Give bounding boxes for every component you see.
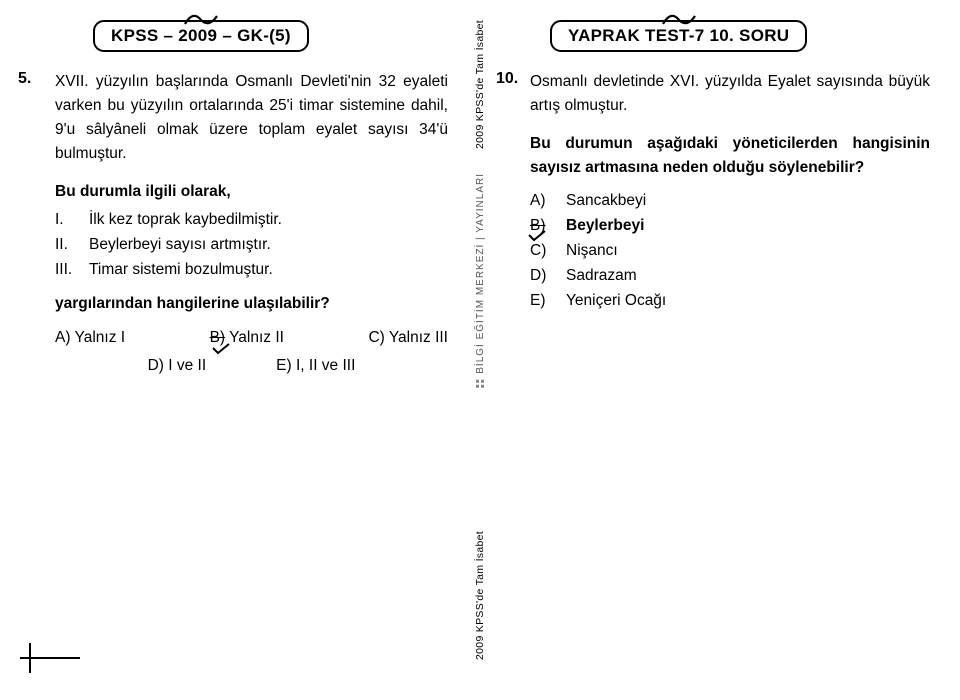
answer-c-text: Nişancı	[566, 242, 618, 260]
answer-d: D) Sadrazam	[530, 267, 930, 285]
header-box-right: YAPRAK TEST-7 10. SORU	[550, 20, 807, 52]
answer-a-letter: A)	[530, 192, 546, 210]
header-text-right: YAPRAK TEST-7 10. SORU	[568, 26, 789, 45]
page: KPSS – 2009 – GK-(5) 5. XVII. yüzyılın b…	[0, 0, 960, 700]
question-10: 10. Osmanlı devletinde XVI. yüzyılda Eya…	[530, 70, 930, 310]
answer-e-text: Yeniçeri Ocağı	[566, 292, 666, 310]
left-column: KPSS – 2009 – GK-(5) 5. XVII. yüzyılın b…	[0, 0, 480, 700]
statement-3-text: Timar sistemi bozulmuştur.	[89, 261, 273, 279]
header-text-left: KPSS – 2009 – GK-(5)	[111, 26, 291, 45]
q5-options-row1: A) Yalnız I B) Yalnız II C) Yalnız III	[55, 329, 448, 347]
statement-3: III. Timar sistemi bozulmuştur.	[55, 261, 448, 279]
notch-icon	[183, 12, 219, 26]
answer-b-text: Beylerbeyi	[566, 217, 644, 235]
statement-1: I. İlk kez toprak kaybedilmiştir.	[55, 211, 448, 229]
corner-mark-icon	[20, 643, 80, 678]
q5-options-row2: D) I ve II E) I, II ve III	[55, 357, 448, 375]
q10-paragraph: Osmanlı devletinde XVI. yüzyılda Eyalet …	[530, 70, 930, 118]
question-5: 5. XVII. yüzyılın başlarında Osmanlı Dev…	[55, 70, 448, 375]
option-e: E) I, II ve III	[276, 357, 355, 375]
statement-3-label: III.	[55, 261, 81, 279]
answer-e-letter: E)	[530, 292, 546, 310]
question-number-5: 5.	[18, 70, 31, 88]
statement-1-label: I.	[55, 211, 81, 229]
checkmark-icon	[528, 230, 546, 242]
answer-d-text: Sadrazam	[566, 267, 637, 285]
answer-c: C) Nişancı	[530, 242, 930, 260]
q5-paragraph: XVII. yüzyılın başlarında Osmanlı Devlet…	[55, 70, 448, 166]
q10-options: A) Sancakbeyi B) Beylerbeyi C) Nişancı	[530, 192, 930, 310]
answer-e: E) Yeniçeri Ocağı	[530, 292, 930, 310]
header-box-left: KPSS – 2009 – GK-(5)	[93, 20, 309, 52]
answer-a: A) Sancakbeyi	[530, 192, 930, 210]
q5-lead: Bu durumla ilgili olarak,	[55, 180, 448, 204]
answer-c-letter: C)	[530, 242, 546, 260]
statement-2-text: Beylerbeyi sayısı artmıştır.	[89, 236, 271, 254]
q5-prompt: yargılarından hangilerine ulaşılabilir?	[55, 295, 448, 313]
answer-b: B) Beylerbeyi	[530, 217, 930, 235]
question-number-10: 10.	[496, 70, 518, 88]
option-b: B) Yalnız II	[210, 329, 284, 347]
answer-a-text: Sancakbeyi	[566, 192, 646, 210]
option-d: D) I ve II	[148, 357, 207, 375]
answer-d-letter: D)	[530, 267, 546, 285]
q10-prompt: Bu durumun aşağıdaki yöneticilerden hang…	[530, 132, 930, 180]
statement-1-text: İlk kez toprak kaybedilmiştir.	[89, 211, 282, 229]
statement-2: II. Beylerbeyi sayısı artmıştır.	[55, 236, 448, 254]
checkmark-icon	[212, 343, 230, 355]
statement-2-label: II.	[55, 236, 81, 254]
right-column: YAPRAK TEST-7 10. SORU 10. Osmanlı devle…	[480, 0, 960, 700]
notch-icon	[661, 12, 697, 26]
option-a: A) Yalnız I	[55, 329, 125, 347]
option-c: C) Yalnız III	[368, 329, 448, 347]
